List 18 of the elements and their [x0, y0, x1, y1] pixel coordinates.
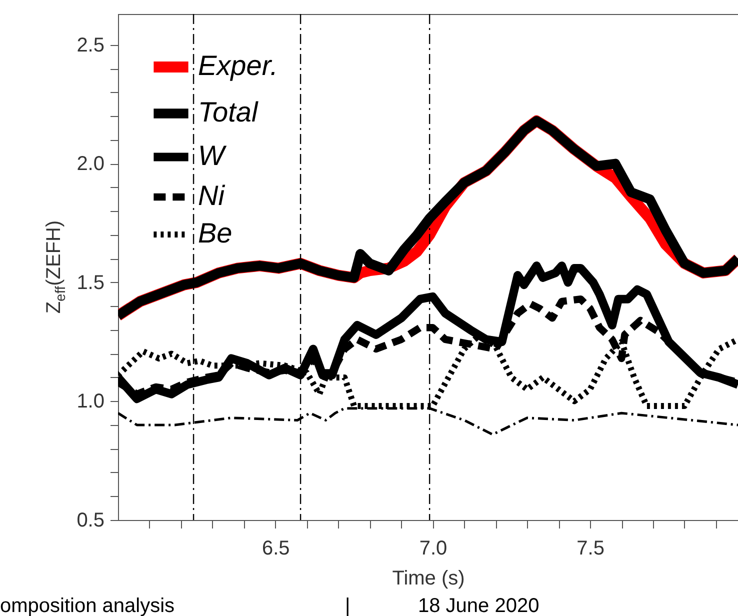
- y-tick-label: 2.5: [76, 34, 104, 56]
- y-axis-title: Zeff(ZEFH): [43, 220, 68, 314]
- x-axis-title: Time (s): [392, 568, 465, 590]
- text: 18 June 2020: [418, 595, 540, 616]
- x-tick-label: 7.5: [576, 538, 604, 560]
- y-tick-label: 2.0: [76, 153, 104, 176]
- x-tick-label: 6.5: [262, 538, 290, 560]
- legend-label: Total: [198, 96, 258, 128]
- x-tick-label: 7.0: [419, 538, 448, 560]
- legend-label: Exper.: [198, 50, 278, 81]
- y-tick-label: 1.5: [76, 272, 104, 294]
- y-tick-label: 0.5: [76, 510, 104, 532]
- legend-label: Ni: [198, 180, 226, 211]
- text: omposition analysis: [0, 595, 175, 616]
- legend-label: Be: [198, 218, 232, 248]
- text: |: [345, 595, 350, 616]
- legend-label: W: [198, 140, 227, 171]
- y-tick-label: 1.0: [76, 390, 104, 413]
